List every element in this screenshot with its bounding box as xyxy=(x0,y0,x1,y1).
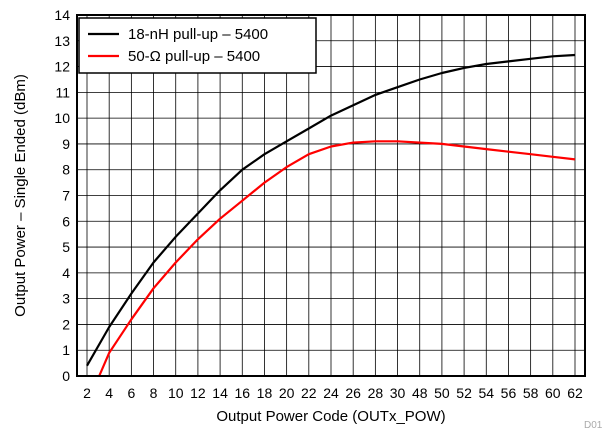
x-axis-label: Output Power Code (OUTx_POW) xyxy=(216,408,445,425)
x-tick-label: 24 xyxy=(323,385,339,401)
x-tick-label: 56 xyxy=(501,385,517,401)
x-tick-label: 30 xyxy=(390,385,406,401)
y-tick-label: 5 xyxy=(62,239,70,255)
y-tick-label: 6 xyxy=(62,213,70,229)
x-tick-label: 50 xyxy=(434,385,450,401)
x-tick-labels: 2 4 6 8 10 12 14 16 18 20 22 24 26 28 30 48 50 52 54 56 58 60… xyxy=(83,385,583,401)
series-line-0 xyxy=(86,53,576,367)
x-tick-label: 62 xyxy=(567,385,583,401)
x-tick-label: 54 xyxy=(478,385,494,401)
x-tick-label: 26 xyxy=(345,385,361,401)
x-tick-label: 18 xyxy=(257,385,273,401)
x-tick-label: 8 xyxy=(150,385,158,401)
x-tick-label: 60 xyxy=(545,385,561,401)
legend: 18-nH pull-up – 5400 50-Ω pull-up – 5400 xyxy=(78,17,317,74)
x-tick-label: 10 xyxy=(168,385,184,401)
y-tick-label: 0 xyxy=(62,368,70,384)
figure-id: D01 xyxy=(584,420,603,431)
x-tick-label: 12 xyxy=(190,385,206,401)
x-tick-label: 2 xyxy=(83,385,91,401)
x-tick-label: 22 xyxy=(301,385,317,401)
y-tick-label: 3 xyxy=(62,291,70,307)
x-tick-label: 6 xyxy=(127,385,135,401)
y-tick-label: 11 xyxy=(55,84,70,100)
x-tick-label: 4 xyxy=(105,385,113,401)
y-tick-label: 9 xyxy=(62,136,70,152)
y-tick-label: 13 xyxy=(54,33,70,49)
y-tick-label: 4 xyxy=(62,265,70,281)
series-lines xyxy=(86,53,576,377)
y-tick-label: 12 xyxy=(54,59,70,75)
x-tick-label: 14 xyxy=(212,385,228,401)
x-tick-label: 16 xyxy=(234,385,250,401)
x-tick-label: 28 xyxy=(368,385,384,401)
x-tick-label: 48 xyxy=(412,385,428,401)
series-line-1 xyxy=(98,140,576,377)
y-tick-label: 8 xyxy=(62,162,70,178)
legend-label-50ohm: 50-Ω pull-up – 5400 xyxy=(128,48,260,65)
legend-box xyxy=(78,17,317,74)
y-axis-label: Output Power – Single Ended (dBm) xyxy=(12,74,29,317)
y-tick-label: 14 xyxy=(54,7,70,23)
legend-label-18nh: 18-nH pull-up – 5400 xyxy=(128,26,268,43)
y-tick-label: 7 xyxy=(62,188,70,204)
x-tick-label: 52 xyxy=(456,385,472,401)
plot-frame xyxy=(76,14,586,377)
x-tick-label: 58 xyxy=(523,385,539,401)
y-tick-label: 1 xyxy=(62,342,70,358)
y-tick-label: 2 xyxy=(62,316,70,332)
x-tick-label: 20 xyxy=(279,385,295,401)
y-tick-label: 10 xyxy=(54,110,70,126)
